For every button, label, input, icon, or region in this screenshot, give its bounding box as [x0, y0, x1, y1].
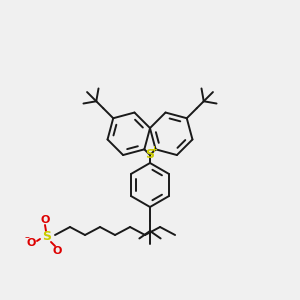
- Text: S: S: [146, 148, 154, 161]
- Text: S: S: [43, 230, 52, 244]
- Text: +: +: [151, 146, 158, 154]
- Text: O: O: [40, 215, 50, 225]
- Text: O: O: [26, 238, 36, 248]
- Text: –: –: [25, 232, 29, 242]
- Text: O: O: [52, 246, 62, 256]
